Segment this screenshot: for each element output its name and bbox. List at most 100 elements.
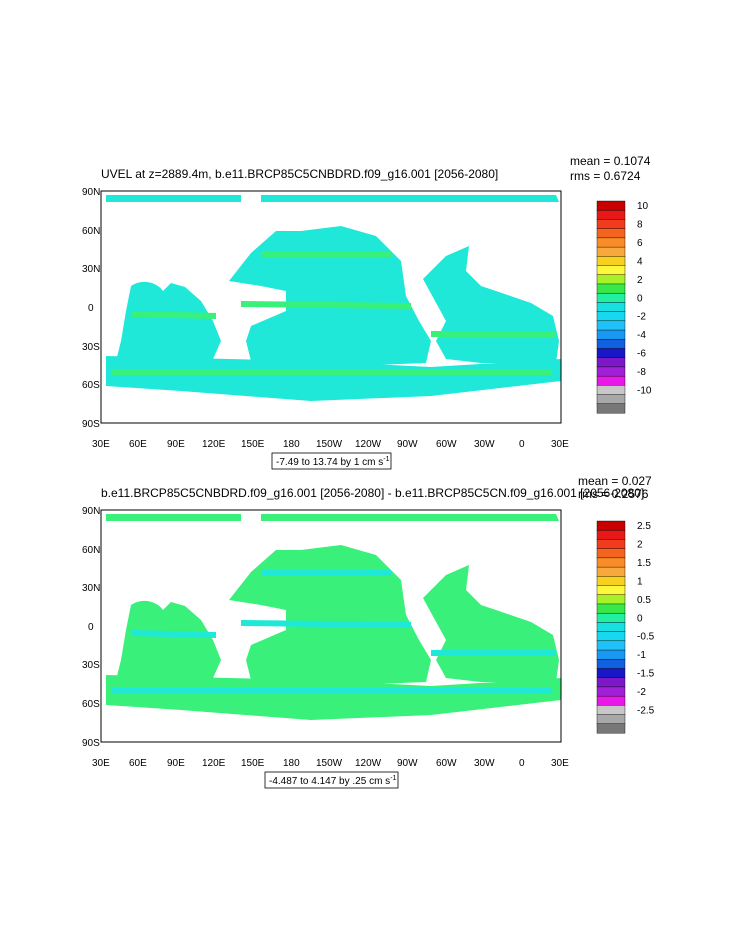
panel-1-xtick: 30E — [92, 439, 110, 450]
colorbar-label: -10 — [637, 385, 652, 396]
panel-2-info-text: -4.487 to 4.147 by .25 cm s — [269, 776, 390, 787]
colorbar-swatch — [596, 603, 626, 614]
colorbar-label: -8 — [637, 367, 646, 378]
panel-1-ytick: 90N — [82, 187, 100, 198]
field-accent-band — [111, 688, 551, 694]
colorbar-swatch — [596, 530, 626, 540]
colorbar-label: 4 — [637, 256, 643, 267]
colorbar-swatch — [596, 705, 626, 715]
colorbar-label: -2 — [637, 312, 646, 323]
colorbar-swatch — [596, 631, 626, 642]
colorbar-label: 2.5 — [637, 521, 651, 532]
panel-1-xtick: 180 — [283, 439, 300, 450]
colorbar-label: 10 — [637, 201, 649, 212]
panel-1-title: UVEL at z=2889.4m, b.e11.BRCP85C5CNBDRD.… — [101, 167, 498, 181]
colorbar-label: 1 — [637, 576, 643, 587]
colorbar-swatch — [596, 548, 626, 559]
colorbar-swatch — [596, 385, 626, 395]
colorbar-swatch — [596, 403, 626, 414]
ocean-field-region — [116, 281, 221, 361]
panel-2-x-axis: 30E 60E 90E 120E 150E 180 150W 120W 90W … — [92, 758, 569, 769]
colorbar-label: 1.5 — [637, 558, 651, 569]
colorbar-label: 0 — [637, 293, 643, 304]
colorbar-swatch — [596, 612, 626, 623]
panel-2-info-box: -4.487 to 4.147 by .25 cm s-1 — [264, 771, 399, 789]
colorbar-swatch — [596, 677, 626, 688]
field-accent-band — [261, 251, 391, 257]
colorbar-label: -6 — [637, 349, 646, 360]
colorbar-label: 6 — [637, 238, 643, 249]
panel-2-xtick: 30W — [474, 758, 495, 769]
field-accent-band — [431, 650, 556, 656]
colorbar-swatch — [596, 210, 626, 220]
ocean-field-region — [106, 514, 241, 521]
panel-2-ytick: 90N — [82, 506, 100, 517]
colorbar-label: 8 — [637, 220, 643, 231]
panel-2-xtick: 30E — [92, 758, 110, 769]
colorbar-swatch — [596, 723, 626, 734]
panel-2-xtick: 60W — [436, 758, 457, 769]
panel-1-xtick: 120E — [202, 439, 226, 450]
field-accent-band — [431, 331, 556, 337]
panel-1-xtick: 150E — [241, 439, 265, 450]
colorbar-label: -1.5 — [637, 669, 655, 680]
colorbar-swatch — [596, 585, 626, 596]
colorbar-swatch — [596, 237, 626, 248]
colorbar-swatch — [596, 649, 626, 660]
colorbar-swatch — [596, 228, 626, 239]
colorbar-swatch — [596, 659, 626, 669]
panel-2-ytick: 60N — [82, 545, 100, 556]
panel-1-xtick: 90E — [167, 439, 185, 450]
field-accent-band — [241, 620, 411, 628]
panel-1-ytick: 30N — [82, 264, 100, 275]
panel-2-xtick: 150E — [241, 758, 265, 769]
ocean-field-region — [116, 600, 221, 680]
panel-2-xtick: 30E — [551, 758, 569, 769]
colorbar-swatch — [596, 640, 626, 651]
colorbar-swatch — [596, 274, 626, 285]
colorbar-swatch — [596, 246, 626, 257]
panel-1-x-axis: 30E 60E 90E 120E 150E 180 150W 120W 90W … — [92, 439, 569, 450]
colorbar-swatch — [596, 302, 626, 313]
colorbar-swatch — [596, 622, 626, 633]
colorbar-swatch — [596, 339, 626, 349]
field-accent-band — [131, 311, 216, 319]
colorbar-swatch — [596, 366, 626, 377]
field-accent-band — [111, 369, 551, 375]
colorbar-label: -1 — [637, 650, 646, 661]
ocean-field-region — [261, 514, 559, 521]
panel-1-colorbar: 10 8 6 4 2 0 -2 -4 -6 -8 -10 — [596, 200, 652, 414]
panel-2-mean-label: mean = 0.027 — [578, 474, 652, 488]
colorbar-swatch — [596, 576, 626, 586]
field-accent-band — [131, 630, 216, 638]
colorbar-swatch — [596, 256, 626, 266]
panel-2-ytick: 60S — [82, 699, 100, 710]
colorbar-swatch — [596, 566, 626, 577]
panel-1-map-frame — [100, 190, 562, 424]
colorbar-label: 2 — [637, 275, 643, 286]
panel-2-map-area — [100, 509, 562, 743]
panel-1-xtick: 120W — [355, 439, 382, 450]
panel-1-field — [106, 195, 561, 401]
panel-1-ytick: 60N — [82, 226, 100, 237]
panel-2-ytick: 90S — [82, 738, 100, 749]
colorbar-swatch — [596, 357, 626, 368]
field-accent-band — [241, 301, 411, 309]
colorbar-label: 2 — [637, 540, 643, 551]
panel-2-ytick: 30S — [82, 660, 100, 671]
colorbar-swatch — [596, 320, 626, 331]
colorbar-swatch — [596, 265, 626, 276]
panel-1-rms-label: rms = 0.6724 — [570, 169, 641, 183]
ocean-field-region — [106, 356, 561, 401]
panel-2-colorbar: 2.5 2 1.5 1 0.5 0 -0.5 -1 -1.5 -2 -2.5 — [596, 520, 655, 734]
panel-1-map-area — [100, 190, 562, 424]
colorbar-swatch — [596, 375, 626, 386]
colorbar-swatch — [596, 311, 626, 322]
ocean-field-region — [229, 226, 431, 366]
panel-2-rms-label: rms = 0.2576 — [578, 487, 649, 501]
panel-1-xtick: 60E — [129, 439, 147, 450]
colorbar-swatch — [596, 686, 626, 697]
colorbar-swatch — [596, 668, 626, 679]
colorbar-swatch — [596, 695, 626, 706]
colorbar-swatch — [596, 557, 626, 568]
